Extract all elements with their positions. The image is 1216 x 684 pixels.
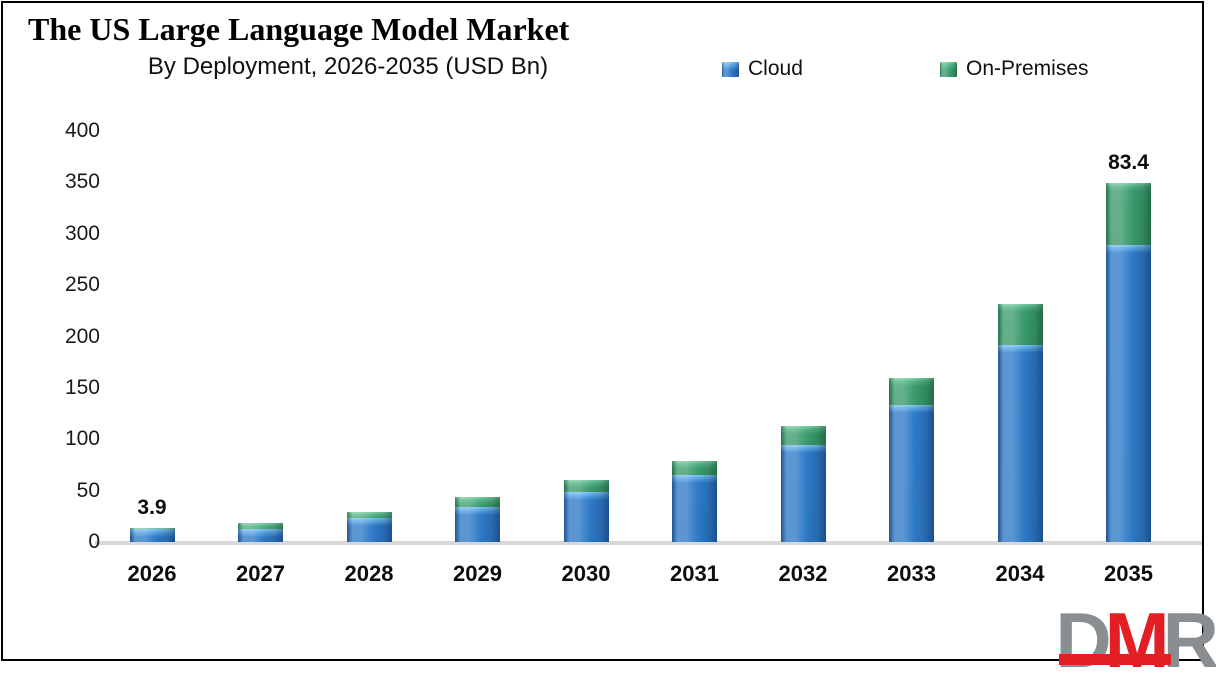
y-tick-label: 350 [64,170,100,194]
bar-segment-cloud [780,445,826,542]
logo-letter-r: R [1162,596,1216,684]
bar-2027 [238,523,283,542]
bar-2033 [889,377,934,542]
bar-segment-on-premises [238,523,283,529]
x-tick-label-2029: 2029 [453,561,502,586]
bar-segment-on-premises [1106,183,1151,246]
bar-segment-on-premises [346,512,392,519]
x-axis-baseline [95,541,1202,545]
bar-segment-cloud [997,344,1043,542]
bar-2035 [1106,183,1151,542]
data-label-2035: 83.4 [1108,151,1149,175]
x-tick-label-2027: 2027 [236,561,285,586]
y-tick-label: 50 [76,478,100,502]
y-tick-label: 300 [64,221,100,245]
bar-segment-on-premises [455,497,500,508]
x-tick-label-2032: 2032 [778,561,828,586]
logo-letter-d: D [1055,596,1111,684]
x-tick-label-2028: 2028 [344,561,394,586]
bar-2029 [455,497,500,542]
bar-segment-cloud [455,507,500,542]
chart-title: The US Large Language Model Market [28,11,570,47]
y-tick-label: 400 [64,119,100,142]
bar-segment-on-premises [780,425,826,446]
bar-segment-on-premises [672,461,717,475]
x-tick-label-2030: 2030 [561,561,611,586]
x-tick-label-2033: 2033 [887,561,936,586]
legend-label-on-premises: On-Premises [966,57,1089,80]
y-tick-label: 100 [64,427,100,451]
bar-segment-on-premises [129,528,175,530]
logo-letter-m: M [1104,596,1170,684]
bar-2031 [672,461,717,542]
plot-area [116,131,1202,542]
y-tick-label: 150 [64,375,100,399]
bar-segment-on-premises [997,303,1043,345]
chart-header: The US Large Language Model Market By De… [28,11,668,81]
bar-2034 [997,303,1043,542]
legend-swatch-on-premises [940,61,957,77]
legend-swatch-cloud [722,61,739,77]
bar-segment-on-premises [563,479,609,492]
bar-2028 [346,512,392,542]
bar-segment-cloud [1106,245,1151,542]
logo-red-bar [1059,654,1172,665]
bar-segment-cloud [238,528,283,542]
bar-segment-cloud [346,518,392,542]
chart-subtitle: By Deployment, 2026-2035 (USD Bn) [147,53,549,81]
x-tick-label-2031: 2031 [670,561,719,586]
x-tick-label-2034: 2034 [995,561,1045,586]
legend-item-cloud: Cloud [722,57,803,81]
bar-2030 [563,479,609,542]
y-tick-label: 0 [88,530,100,553]
bar-segment-cloud [889,405,934,542]
x-tick-label-2026: 2026 [127,561,177,586]
bar-segment-cloud [672,474,717,542]
y-tick-label: 250 [64,273,100,297]
legend-label-cloud: Cloud [748,57,803,80]
bar-2032 [780,425,826,542]
bar-segment-cloud [563,491,609,542]
bar-segment-on-premises [889,377,934,406]
x-tick-label-2035: 2035 [1104,561,1153,586]
y-tick-label: 200 [64,324,100,348]
data-label-2026: 3.9 [137,496,167,520]
bar-2026 [129,528,175,542]
legend-item-on-premises: On-Premises [940,57,1089,81]
dmr-watermark-logo: DMR [1055,596,1216,684]
bar-segment-cloud [129,529,175,542]
